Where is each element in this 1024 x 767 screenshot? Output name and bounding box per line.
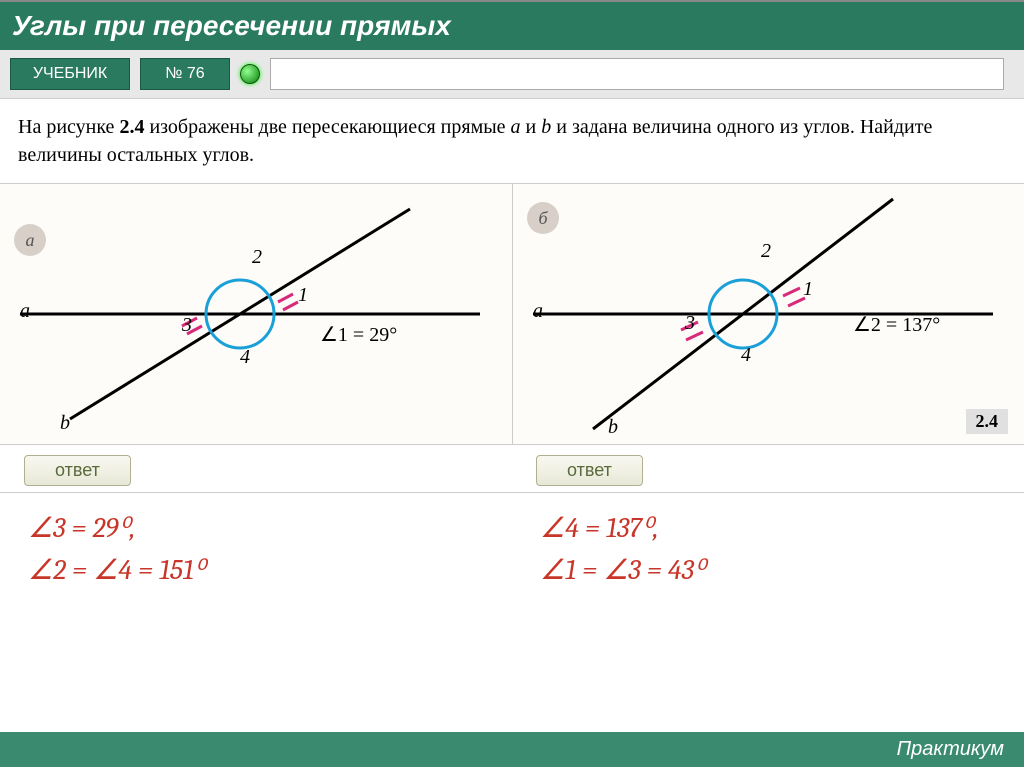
angle-num-1: 1 bbox=[298, 284, 308, 307]
answer-button-left[interactable]: ответ bbox=[24, 455, 131, 486]
footer-label: Практикум bbox=[0, 732, 1024, 767]
answer-input[interactable] bbox=[270, 58, 1004, 90]
solution-line: ∠4 = 137⁰, bbox=[540, 507, 1024, 549]
label-a: a bbox=[20, 300, 30, 323]
angle-num-3: 3 bbox=[685, 312, 695, 335]
diagram-svg bbox=[513, 184, 1024, 444]
angle-num-2: 2 bbox=[252, 246, 262, 269]
diagram-svg bbox=[0, 184, 512, 444]
toolbar: УЧЕБНИК № 76 bbox=[0, 50, 1024, 99]
label-a: a bbox=[533, 300, 543, 323]
var-b: b bbox=[541, 116, 551, 138]
solution-line: ∠3 = 29⁰, bbox=[28, 507, 512, 549]
angle-num-4: 4 bbox=[240, 346, 250, 369]
solution-line: ∠1 = ∠3 = 43⁰ bbox=[540, 549, 1024, 591]
given-angle: ∠1 = 29° bbox=[320, 322, 397, 347]
angle-num-1: 1 bbox=[803, 278, 813, 301]
answers-row: ответ ответ bbox=[0, 445, 1024, 493]
fig-ref: 2.4 bbox=[119, 116, 144, 138]
text: и bbox=[521, 116, 542, 138]
label-b: b bbox=[608, 416, 618, 439]
page-title: Углы при пересечении прямых bbox=[0, 0, 1024, 50]
problem-statement: На рисунке 2.4 изображены две пересекающ… bbox=[0, 99, 1024, 184]
diagram-b: б a b 2 1 3 4 ∠2 = 137° 2.4 bbox=[512, 184, 1024, 444]
textbook-button[interactable]: УЧЕБНИК bbox=[10, 58, 130, 90]
solution-line: ∠2 = ∠4 = 151⁰ bbox=[28, 549, 512, 591]
var-a: a bbox=[511, 116, 521, 138]
number-button[interactable]: № 76 bbox=[140, 58, 230, 90]
figure-number: 2.4 bbox=[966, 409, 1009, 434]
diagrams-container: а a b 2 1 3 4 ∠1 = 29° б bbox=[0, 184, 1024, 445]
text: изображены две пересекающиеся прямые bbox=[144, 116, 510, 138]
label-b: b bbox=[60, 412, 70, 435]
angle-num-3: 3 bbox=[182, 314, 192, 337]
status-led-icon bbox=[240, 64, 260, 84]
given-angle: ∠2 = 137° bbox=[853, 312, 940, 337]
text: На рисунке bbox=[18, 116, 119, 138]
solutions: ∠3 = 29⁰, ∠2 = ∠4 = 151⁰ ∠4 = 137⁰, ∠1 =… bbox=[0, 493, 1024, 605]
answer-button-right[interactable]: ответ bbox=[536, 455, 643, 486]
angle-num-4: 4 bbox=[741, 344, 751, 367]
angle-num-2: 2 bbox=[761, 240, 771, 263]
diagram-a: а a b 2 1 3 4 ∠1 = 29° bbox=[0, 184, 512, 444]
